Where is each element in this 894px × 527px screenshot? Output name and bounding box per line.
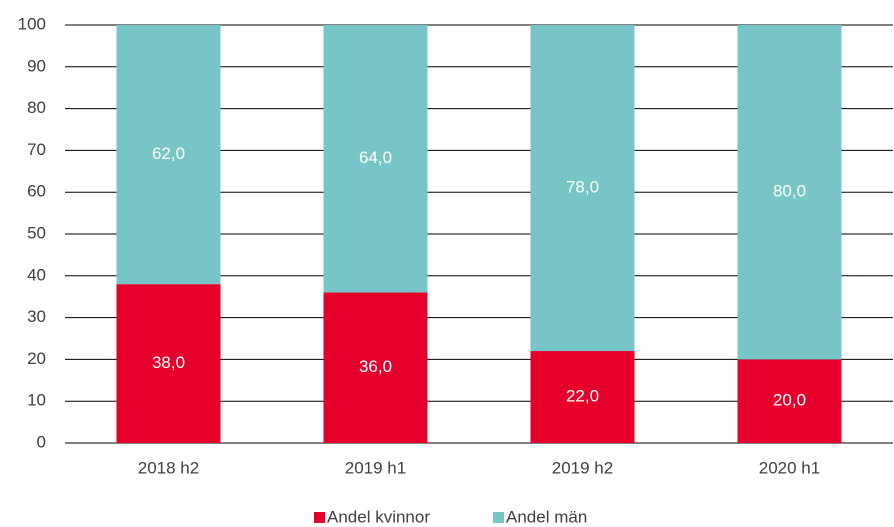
y-tick-label: 80 (27, 98, 46, 117)
value-label: 20,0 (773, 391, 806, 410)
y-tick-label: 10 (27, 391, 46, 410)
value-label: 22,0 (566, 387, 599, 406)
y-tick-label: 30 (27, 307, 46, 326)
x-tick-label: 2019 h2 (552, 458, 613, 477)
value-label: 80,0 (773, 182, 806, 201)
legend-swatch (493, 512, 504, 523)
value-label: 64,0 (359, 148, 392, 167)
y-tick-label: 40 (27, 265, 46, 284)
value-label: 62,0 (152, 144, 185, 163)
y-tick-label: 60 (27, 182, 46, 201)
bar-segment (530, 25, 635, 352)
value-label: 36,0 (359, 357, 392, 376)
y-tick-label: 90 (27, 56, 46, 75)
y-tick-label: 20 (27, 349, 46, 368)
x-tick-label: 2020 h1 (759, 458, 820, 477)
bar-segment (737, 359, 842, 443)
bar-segment (116, 284, 221, 443)
y-tick-label: 0 (37, 432, 46, 451)
y-tick-label: 50 (27, 223, 46, 242)
bar-segment (323, 292, 428, 443)
legend-label: Andel män (506, 507, 587, 526)
value-label: 38,0 (152, 353, 185, 372)
y-tick-label: 100 (18, 14, 46, 33)
bar-segment (323, 25, 428, 293)
y-tick-label: 70 (27, 140, 46, 159)
bar-segment (737, 25, 842, 360)
x-tick-label: 2018 h2 (138, 458, 199, 477)
value-label: 78,0 (566, 178, 599, 197)
x-tick-label: 2019 h1 (345, 458, 406, 477)
legend-swatch (314, 512, 325, 523)
legend-label: Andel kvinnor (327, 507, 430, 526)
bar-segment (116, 25, 221, 285)
bar-segment (530, 351, 635, 443)
